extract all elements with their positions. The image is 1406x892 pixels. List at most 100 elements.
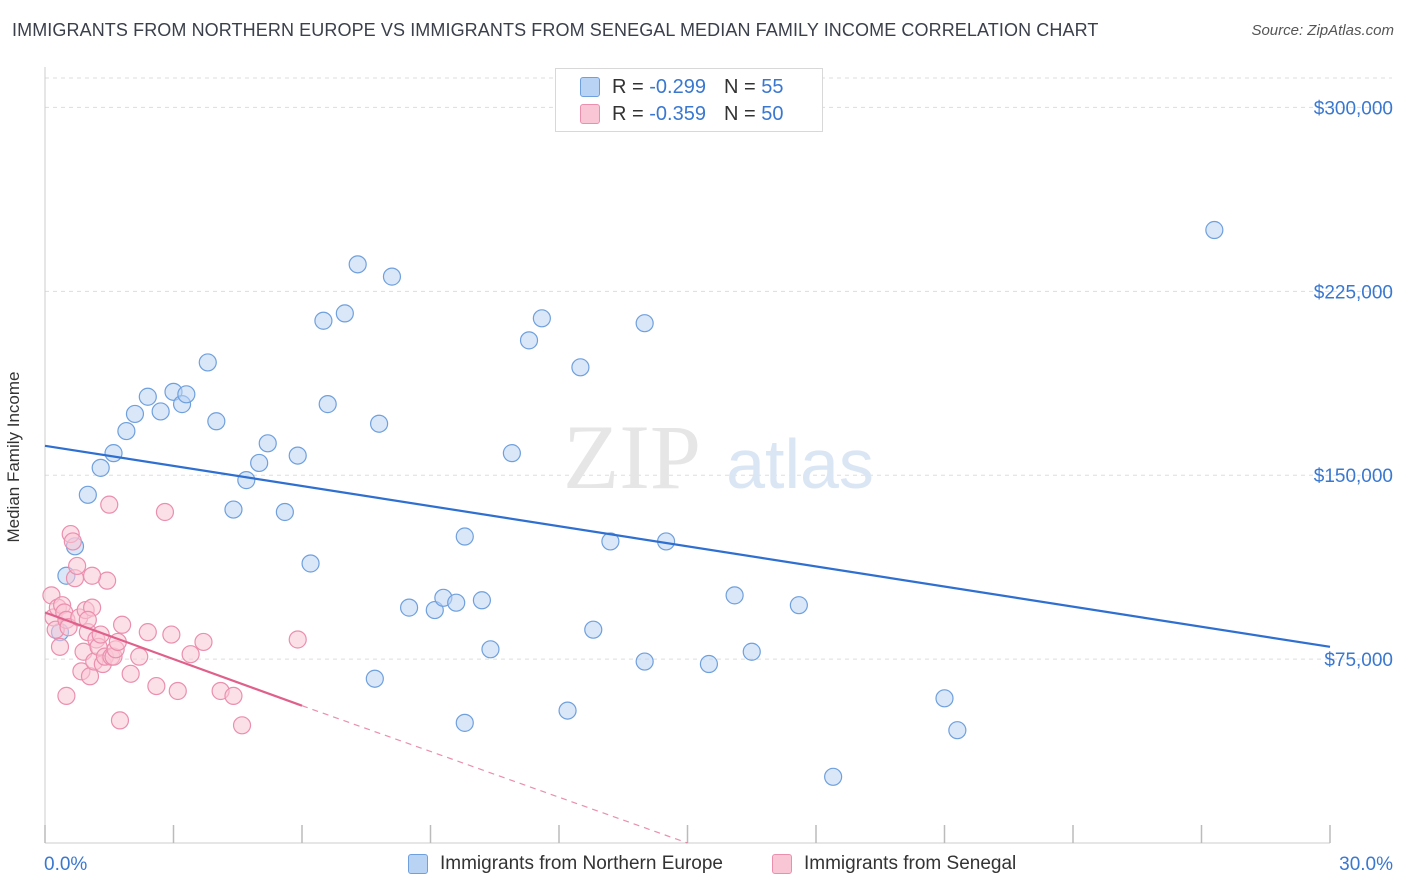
legend-row-senegal: R = -0.359 N = 50 [580,101,783,127]
legend-n-label: N = [723,102,756,125]
point-northern-europe [258,434,277,453]
point-northern-europe [948,721,967,740]
point-northern-europe [502,444,521,463]
point-northern-europe [584,620,603,639]
trend-line-senegal-extension [301,705,688,844]
point-northern-europe [237,471,256,490]
series-legend-senegal[interactable]: Immigrants from Senegal [772,851,1016,877]
point-northern-europe [472,591,491,610]
point-senegal [162,625,181,644]
correlation-legend: R = -0.299 N = 55 R = -0.359 N = 50 [555,68,823,132]
gridlines [45,77,1392,660]
point-northern-europe [314,311,333,330]
point-senegal [63,532,82,551]
y-tick-label: $150,000 [1314,466,1393,487]
point-senegal [83,566,102,585]
point-northern-europe [571,358,590,377]
point-northern-europe [455,527,474,546]
legend-r-label: R = [612,75,644,98]
trend-line-senegal [44,611,303,707]
point-northern-europe [365,669,384,688]
point-northern-europe [117,421,136,441]
source-label: Source: ZipAtlas.com [1251,22,1394,39]
point-northern-europe [519,331,539,350]
legend-swatch-blue [580,77,600,97]
point-northern-europe [198,353,217,372]
point-northern-europe [1205,220,1224,240]
series-name-senegal: Immigrants from Senegal [804,853,1017,874]
watermark-atlas: atlas [726,425,874,503]
chart-title: IMMIGRANTS FROM NORTHERN EUROPE VS IMMIG… [12,20,1099,40]
point-northern-europe [447,593,466,612]
point-northern-europe [558,701,577,720]
point-northern-europe [935,689,954,708]
legend-r-value: -0.359 [649,102,706,125]
legend-n-value: 50 [761,102,784,125]
point-northern-europe [335,304,354,323]
legend-r-label: R = [612,102,644,125]
point-senegal [68,556,87,576]
point-northern-europe [635,652,654,671]
point-northern-europe [250,453,269,473]
point-senegal [168,681,187,701]
legend-swatch-pink [580,104,600,124]
point-northern-europe [224,500,243,519]
point-northern-europe [635,314,654,333]
y-axis-label: Median Family Income [4,371,23,543]
point-senegal [194,632,213,652]
point-senegal [57,686,76,705]
point-northern-europe [91,458,110,477]
point-northern-europe [104,444,123,463]
point-senegal [50,637,70,656]
point-northern-europe [288,446,307,465]
point-northern-europe [532,309,551,328]
legend-n-label: N = [723,75,756,98]
point-northern-europe [370,414,389,433]
y-tick-label: $75,000 [1324,650,1393,671]
legend-r-value: -0.299 [649,75,706,98]
point-northern-europe [455,713,474,732]
point-northern-europe [742,642,761,661]
point-northern-europe [301,554,320,573]
point-northern-europe [725,586,744,605]
point-senegal [98,571,117,590]
series-swatch-pink [772,854,792,874]
point-northern-europe [789,596,808,615]
point-senegal [112,615,132,634]
series-swatch-blue [408,854,428,874]
point-northern-europe [824,767,843,786]
point-senegal [121,664,140,683]
point-northern-europe [318,395,337,414]
point-senegal [288,630,307,649]
point-senegal [138,623,157,642]
y-tick-label: $300,000 [1314,98,1393,119]
point-northern-europe [207,412,226,431]
point-senegal [224,686,243,705]
point-senegal [130,647,149,666]
point-northern-europe [382,267,402,286]
point-northern-europe [138,387,157,406]
y-tick-label: $225,000 [1314,282,1393,303]
point-northern-europe [177,385,196,404]
point-northern-europe [699,654,719,674]
point-northern-europe [151,402,170,421]
legend-row-northern-europe: R = -0.299 N = 55 [580,74,783,100]
point-northern-europe [399,598,419,617]
trend-lines [44,444,1331,844]
point-northern-europe [78,485,97,504]
point-northern-europe [348,255,367,274]
point-senegal [232,716,252,735]
point-northern-europe [275,502,294,522]
point-northern-europe [481,640,500,659]
trend-line-northern-europe [44,444,1331,648]
point-northern-europe [601,532,620,551]
point-senegal [110,711,130,730]
legend-n-value: 55 [761,75,784,98]
point-senegal [100,495,119,514]
x-tick-label-min: 0.0% [44,854,87,875]
point-senegal [155,502,175,522]
point-northern-europe [125,404,145,424]
series-legend-northern-europe[interactable]: Immigrants from Northern Europe [408,851,723,877]
tick-labels: $75,000 $150,000 $225,000 $300,000 0.0% 30.0% [44,98,1393,875]
